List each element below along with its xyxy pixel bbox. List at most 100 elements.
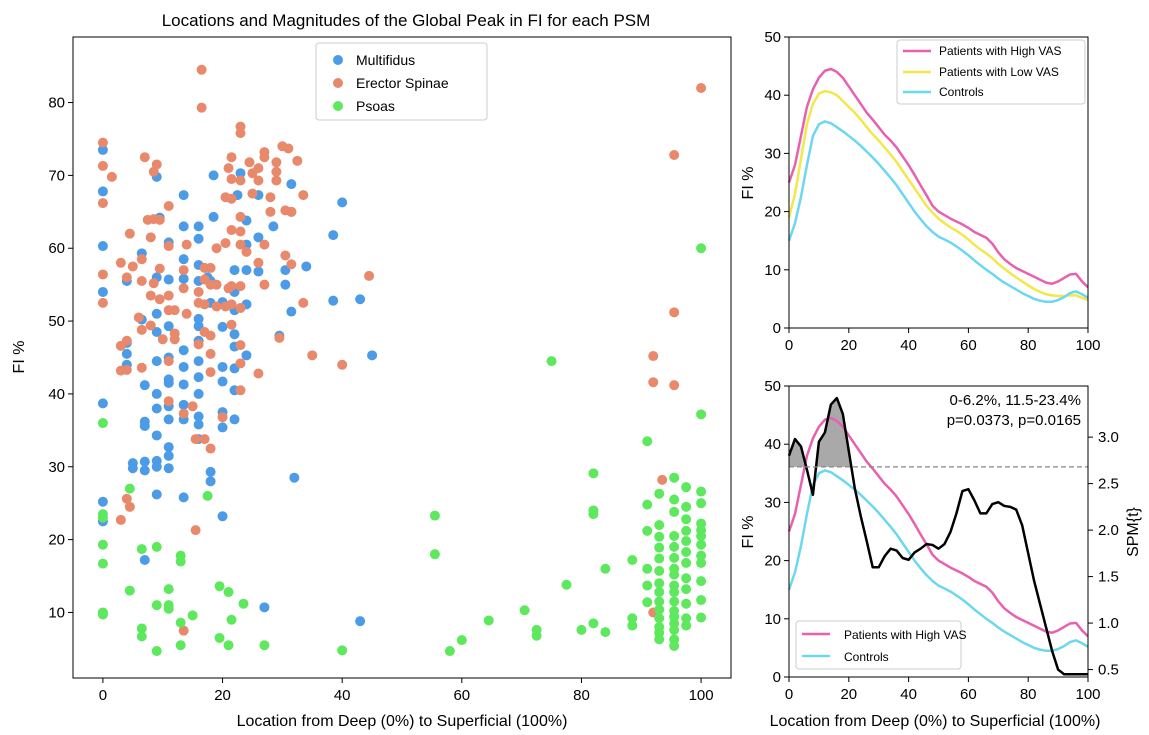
bottom-right-legend: Patients with High VAS Controls xyxy=(795,620,967,670)
scatter-point-erector-spinae xyxy=(154,214,165,225)
bottom-right-legend-box xyxy=(795,620,962,670)
scatter-point-psoas xyxy=(696,539,707,550)
top-right-y-tick-label: 20 xyxy=(764,204,781,221)
scatter-point-erector-spinae xyxy=(190,525,201,536)
br-legend-label-high-vas: Patients with High VAS xyxy=(844,628,967,642)
scatter-point-multifidus xyxy=(151,461,162,472)
scatter-point-psoas xyxy=(136,544,147,555)
bottom-right-right-y-tick-label: 3.0 xyxy=(1098,429,1119,446)
scatter-point-psoas xyxy=(163,584,174,595)
legend-marker-erector-spinae xyxy=(333,78,343,88)
scatter-point-erector-spinae xyxy=(220,238,231,249)
scatter-point-erector-spinae xyxy=(133,312,144,323)
scatter-point-psoas xyxy=(175,640,186,651)
bottom-right-x-tick-label: 100 xyxy=(1075,686,1100,703)
top-right-y-ticks: 0 10 20 30 40 50 xyxy=(764,29,789,337)
scatter-point-erector-spinae xyxy=(669,150,680,161)
scatter-point-erector-spinae xyxy=(97,160,108,171)
scatter-point-psoas xyxy=(681,557,692,568)
br-legend-label-controls: Controls xyxy=(844,650,889,664)
scatter-point-multifidus xyxy=(229,414,240,425)
scatter-point-erector-spinae xyxy=(154,294,165,305)
scatter-point-erector-spinae xyxy=(217,412,228,423)
scatter-point-psoas xyxy=(429,549,440,560)
scatter-point-multifidus xyxy=(193,419,204,430)
scatter-point-psoas xyxy=(696,486,707,497)
scatter-point-multifidus xyxy=(139,380,150,391)
scatter-point-erector-spinae xyxy=(106,171,117,182)
scatter-point-psoas xyxy=(561,579,572,590)
scatter-point-psoas xyxy=(642,580,653,591)
scatter-point-erector-spinae xyxy=(148,278,159,289)
scatter-point-multifidus xyxy=(217,361,228,372)
scatter-y-tick-label: 10 xyxy=(48,604,65,621)
scatter-point-psoas xyxy=(642,436,653,447)
scatter-point-erector-spinae xyxy=(657,474,668,485)
scatter-point-erector-spinae xyxy=(199,299,210,310)
top-right-legend-box xyxy=(896,39,1086,105)
scatter-point-psoas xyxy=(654,634,665,645)
spm-cluster-ranges: 0-6.2%, 11.5-23.4% xyxy=(950,392,1081,409)
scatter-point-multifidus xyxy=(217,422,228,433)
scatter-point-erector-spinae xyxy=(223,163,234,174)
scatter-y-tick-label: 70 xyxy=(48,167,65,184)
scatter-point-erector-spinae xyxy=(235,175,246,186)
scatter-y-tick-label: 30 xyxy=(48,459,65,476)
scatter-point-erector-spinae xyxy=(226,193,237,204)
scatter-point-multifidus xyxy=(121,348,132,359)
scatter-point-erector-spinae xyxy=(181,308,192,319)
bottom-right-line-controls xyxy=(787,469,1089,653)
scatter-point-psoas xyxy=(576,624,587,635)
scatter-point-psoas xyxy=(124,483,135,494)
scatter-point-multifidus xyxy=(97,398,108,409)
scatter-point-erector-spinae xyxy=(226,299,237,310)
scatter-point-erector-spinae xyxy=(253,257,264,268)
scatter-point-multifidus xyxy=(253,232,264,243)
scatter-point-erector-spinae xyxy=(169,305,180,316)
top-right-y-tick-label: 30 xyxy=(764,145,781,162)
scatter-point-erector-spinae xyxy=(145,232,156,243)
scatter-x-axis-label: Location from Deep (0%) to Superficial (… xyxy=(237,713,568,730)
scatter-point-erector-spinae xyxy=(253,368,264,379)
scatter-point-multifidus xyxy=(193,411,204,422)
legend-label-erector-spinae: Erector Spinae xyxy=(356,75,449,91)
scatter-point-multifidus xyxy=(163,450,174,461)
scatter-point-psoas xyxy=(696,243,707,254)
scatter-point-psoas xyxy=(654,488,665,499)
bottom-right-right-y-tick-label: 0.5 xyxy=(1098,662,1119,679)
scatter-point-erector-spinae xyxy=(226,281,237,292)
scatter-point-psoas xyxy=(654,604,665,615)
bottom-right-y-tick-label: 30 xyxy=(764,494,781,511)
scatter-point-psoas xyxy=(669,552,680,563)
scatter-point-multifidus xyxy=(151,327,162,338)
scatter-point-erector-spinae xyxy=(205,348,216,359)
top-right-x-tick-label: 60 xyxy=(960,337,977,354)
scatter-point-erector-spinae xyxy=(247,188,258,199)
scatter-point-psoas xyxy=(546,356,557,367)
scatter-point-multifidus xyxy=(178,221,189,232)
scatter-point-multifidus xyxy=(163,321,174,332)
scatter-point-multifidus xyxy=(151,388,162,399)
scatter-point-psoas xyxy=(696,576,707,587)
scatter-point-multifidus xyxy=(193,356,204,367)
scatter-point-erector-spinae xyxy=(157,334,168,345)
scatter-point-psoas xyxy=(627,613,638,624)
scatter-point-erector-spinae xyxy=(337,359,348,370)
scatter-y-tick-label: 40 xyxy=(48,386,65,403)
scatter-point-multifidus xyxy=(367,350,378,361)
scatter-point-psoas xyxy=(187,610,198,621)
scatter-point-multifidus xyxy=(328,295,339,306)
scatter-point-psoas xyxy=(654,565,665,576)
scatter-point-erector-spinae xyxy=(298,297,309,308)
scatter-point-erector-spinae xyxy=(280,250,291,261)
scatter-point-psoas xyxy=(696,530,707,541)
bottom-right-x-tick-label: 20 xyxy=(840,686,857,703)
scatter-point-erector-spinae xyxy=(178,625,189,636)
scatter-point-psoas xyxy=(519,605,530,616)
scatter-point-multifidus xyxy=(208,170,219,181)
scatter-point-multifidus xyxy=(193,388,204,399)
scatter-point-psoas xyxy=(681,620,692,631)
scatter-point-multifidus xyxy=(97,186,108,197)
bottom-right-x-tick-label: 40 xyxy=(900,686,917,703)
scatter-point-multifidus xyxy=(259,602,270,613)
